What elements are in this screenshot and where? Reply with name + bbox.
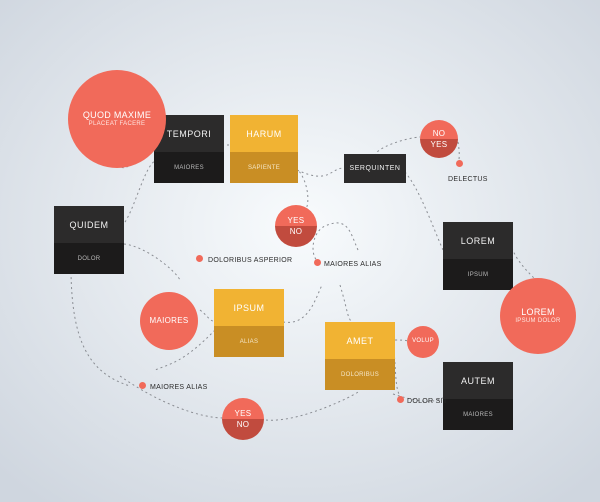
label-dolasper: DOLORIBUS ASPERIOR (208, 257, 292, 264)
square-title: SERQUINTEN (344, 154, 406, 183)
connector-dot (314, 259, 321, 266)
square-title: AMET (325, 322, 395, 359)
flowchart-canvas: TEMPORIMAIORESHARUMSAPIENTESERQUINTENQUI… (0, 0, 600, 502)
square-subtitle: MAIORES (154, 152, 224, 183)
circle-quod: QUOD MAXIMEPLACEAT FACERE (68, 70, 166, 168)
square-subtitle: DOLOR (54, 243, 124, 274)
circle-line1: LOREM (521, 307, 555, 318)
square-title: LOREM (443, 222, 513, 259)
label-maialias1: MAIORES ALIAS (324, 261, 382, 268)
square-autem: AUTEMMAIORES (443, 362, 513, 430)
square-subtitle: ALIAS (214, 326, 284, 357)
square-lorem: LOREMIPSUM (443, 222, 513, 290)
connector-dot (397, 396, 404, 403)
square-subtitle: DOLORIBUS (325, 359, 395, 390)
square-title: AUTEM (443, 362, 513, 399)
circle-line1: VOLUP (412, 338, 434, 345)
circle-line2: PLACEAT FACERE (89, 121, 146, 128)
square-amet: AMETDOLORIBUS (325, 322, 395, 390)
circle-line1: MAIORES (150, 316, 189, 326)
split-circle-yesno2: YESNO (222, 398, 264, 440)
label-delectus: DELECTUS (448, 176, 488, 183)
circle-line2: IPSUM DOLOR (515, 318, 560, 325)
circle-volup: VOLUP (407, 326, 439, 358)
square-subtitle: SAPIENTE (230, 152, 298, 183)
split-circle-yesno1: YESNO (275, 205, 317, 247)
label-maialias2: MAIORES ALIAS (150, 384, 208, 391)
connector-dot (139, 382, 146, 389)
square-harum: HARUMSAPIENTE (230, 115, 298, 183)
square-quidem: QUIDEMDOLOR (54, 206, 124, 274)
split-circle-noyes: NOYES (420, 120, 458, 158)
connector-dot (456, 160, 463, 167)
square-title: HARUM (230, 115, 298, 152)
square-title: QUIDEM (54, 206, 124, 243)
square-title: IPSUM (214, 289, 284, 326)
circle-maiores: MAIORES (140, 292, 198, 350)
circle-loremc: LOREMIPSUM DOLOR (500, 278, 576, 354)
square-ipsum: IPSUMALIAS (214, 289, 284, 357)
square-subtitle: IPSUM (443, 259, 513, 290)
connector-dot (196, 255, 203, 262)
label-dolorsit: DOLOR SIT (407, 398, 447, 405)
square-subtitle: MAIORES (443, 399, 513, 430)
circle-line1: QUOD MAXIME (83, 110, 151, 121)
square-serquinten: SERQUINTEN (344, 154, 406, 183)
